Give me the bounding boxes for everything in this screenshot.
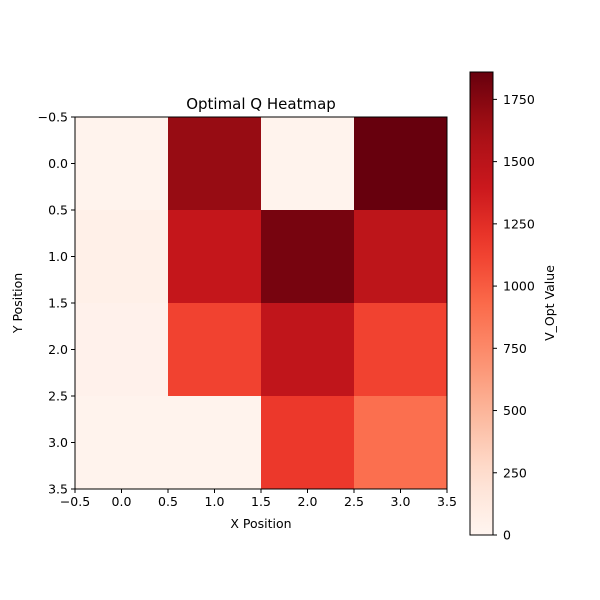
chart-title: Optimal Q Heatmap bbox=[186, 95, 336, 113]
colorbar-tick-label: 1250 bbox=[503, 216, 535, 231]
y-tick-label: 2.5 bbox=[48, 389, 68, 404]
y-tick-label: 1.5 bbox=[48, 296, 68, 311]
x-tick-label: 0.5 bbox=[158, 494, 178, 509]
heatmap-cell bbox=[261, 117, 354, 210]
y-tick-label: 2.0 bbox=[48, 342, 68, 357]
colorbar-tick-label: 750 bbox=[503, 341, 527, 356]
y-tick-label: 1.0 bbox=[48, 249, 68, 264]
colorbar-tick-label: 500 bbox=[503, 403, 527, 418]
colorbar-tick-label: 0 bbox=[503, 528, 511, 543]
x-axis-label: X Position bbox=[230, 516, 291, 531]
heatmap-cell bbox=[168, 303, 261, 396]
colorbar-tick-label: 250 bbox=[503, 465, 527, 480]
x-tick-label: 0.0 bbox=[112, 494, 132, 509]
heatmap-cell bbox=[261, 210, 354, 303]
y-tick-label: 0.5 bbox=[48, 203, 68, 218]
heatmap-cell bbox=[354, 303, 447, 396]
y-tick-label: 3.5 bbox=[48, 482, 68, 497]
y-tick-label: −0.5 bbox=[38, 110, 68, 125]
colorbar-tick-label: 1000 bbox=[503, 279, 535, 294]
x-tick-label: 3.0 bbox=[391, 494, 411, 509]
heatmap-cell bbox=[168, 210, 261, 303]
x-tick-label: −0.5 bbox=[60, 494, 90, 509]
x-tick-label: 1.0 bbox=[205, 494, 225, 509]
heatmap-cells bbox=[75, 117, 447, 489]
heatmap-cell bbox=[354, 396, 447, 489]
heatmap-cell bbox=[261, 396, 354, 489]
colorbar bbox=[469, 71, 494, 536]
x-tick-label: 2.0 bbox=[298, 494, 318, 509]
heatmap-cell bbox=[75, 117, 168, 210]
x-tick-label: 1.5 bbox=[251, 494, 271, 509]
y-tick-label: 3.0 bbox=[48, 435, 68, 450]
heatmap-cell bbox=[354, 210, 447, 303]
heatmap-cell bbox=[168, 396, 261, 489]
heatmap-cell bbox=[75, 210, 168, 303]
heatmap-cell bbox=[168, 117, 261, 210]
heatmap-cell bbox=[261, 303, 354, 396]
y-tick-label: 0.0 bbox=[48, 156, 68, 171]
x-axis-ticks: −0.5 0.0 0.5 1.0 1.5 2.0 2.5 3.0 3.5 bbox=[60, 489, 457, 509]
colorbar-label: V_Opt Value bbox=[542, 265, 557, 341]
colorbar-ticks: 0 250 500 750 1000 1250 1500 1750 bbox=[493, 92, 535, 543]
heatmap-cell bbox=[75, 303, 168, 396]
heatmap-cell bbox=[75, 396, 168, 489]
heatmap-cell bbox=[354, 117, 447, 210]
x-tick-label: 3.5 bbox=[437, 494, 457, 509]
colorbar-tick-label: 1750 bbox=[503, 92, 535, 107]
colorbar-tick-label: 1500 bbox=[503, 154, 535, 169]
y-axis-ticks: −0.5 0.0 0.5 1.0 1.5 2.0 2.5 3.0 3.5 bbox=[38, 110, 75, 497]
x-tick-label: 2.5 bbox=[344, 494, 364, 509]
y-axis-label: Y Position bbox=[10, 273, 25, 334]
